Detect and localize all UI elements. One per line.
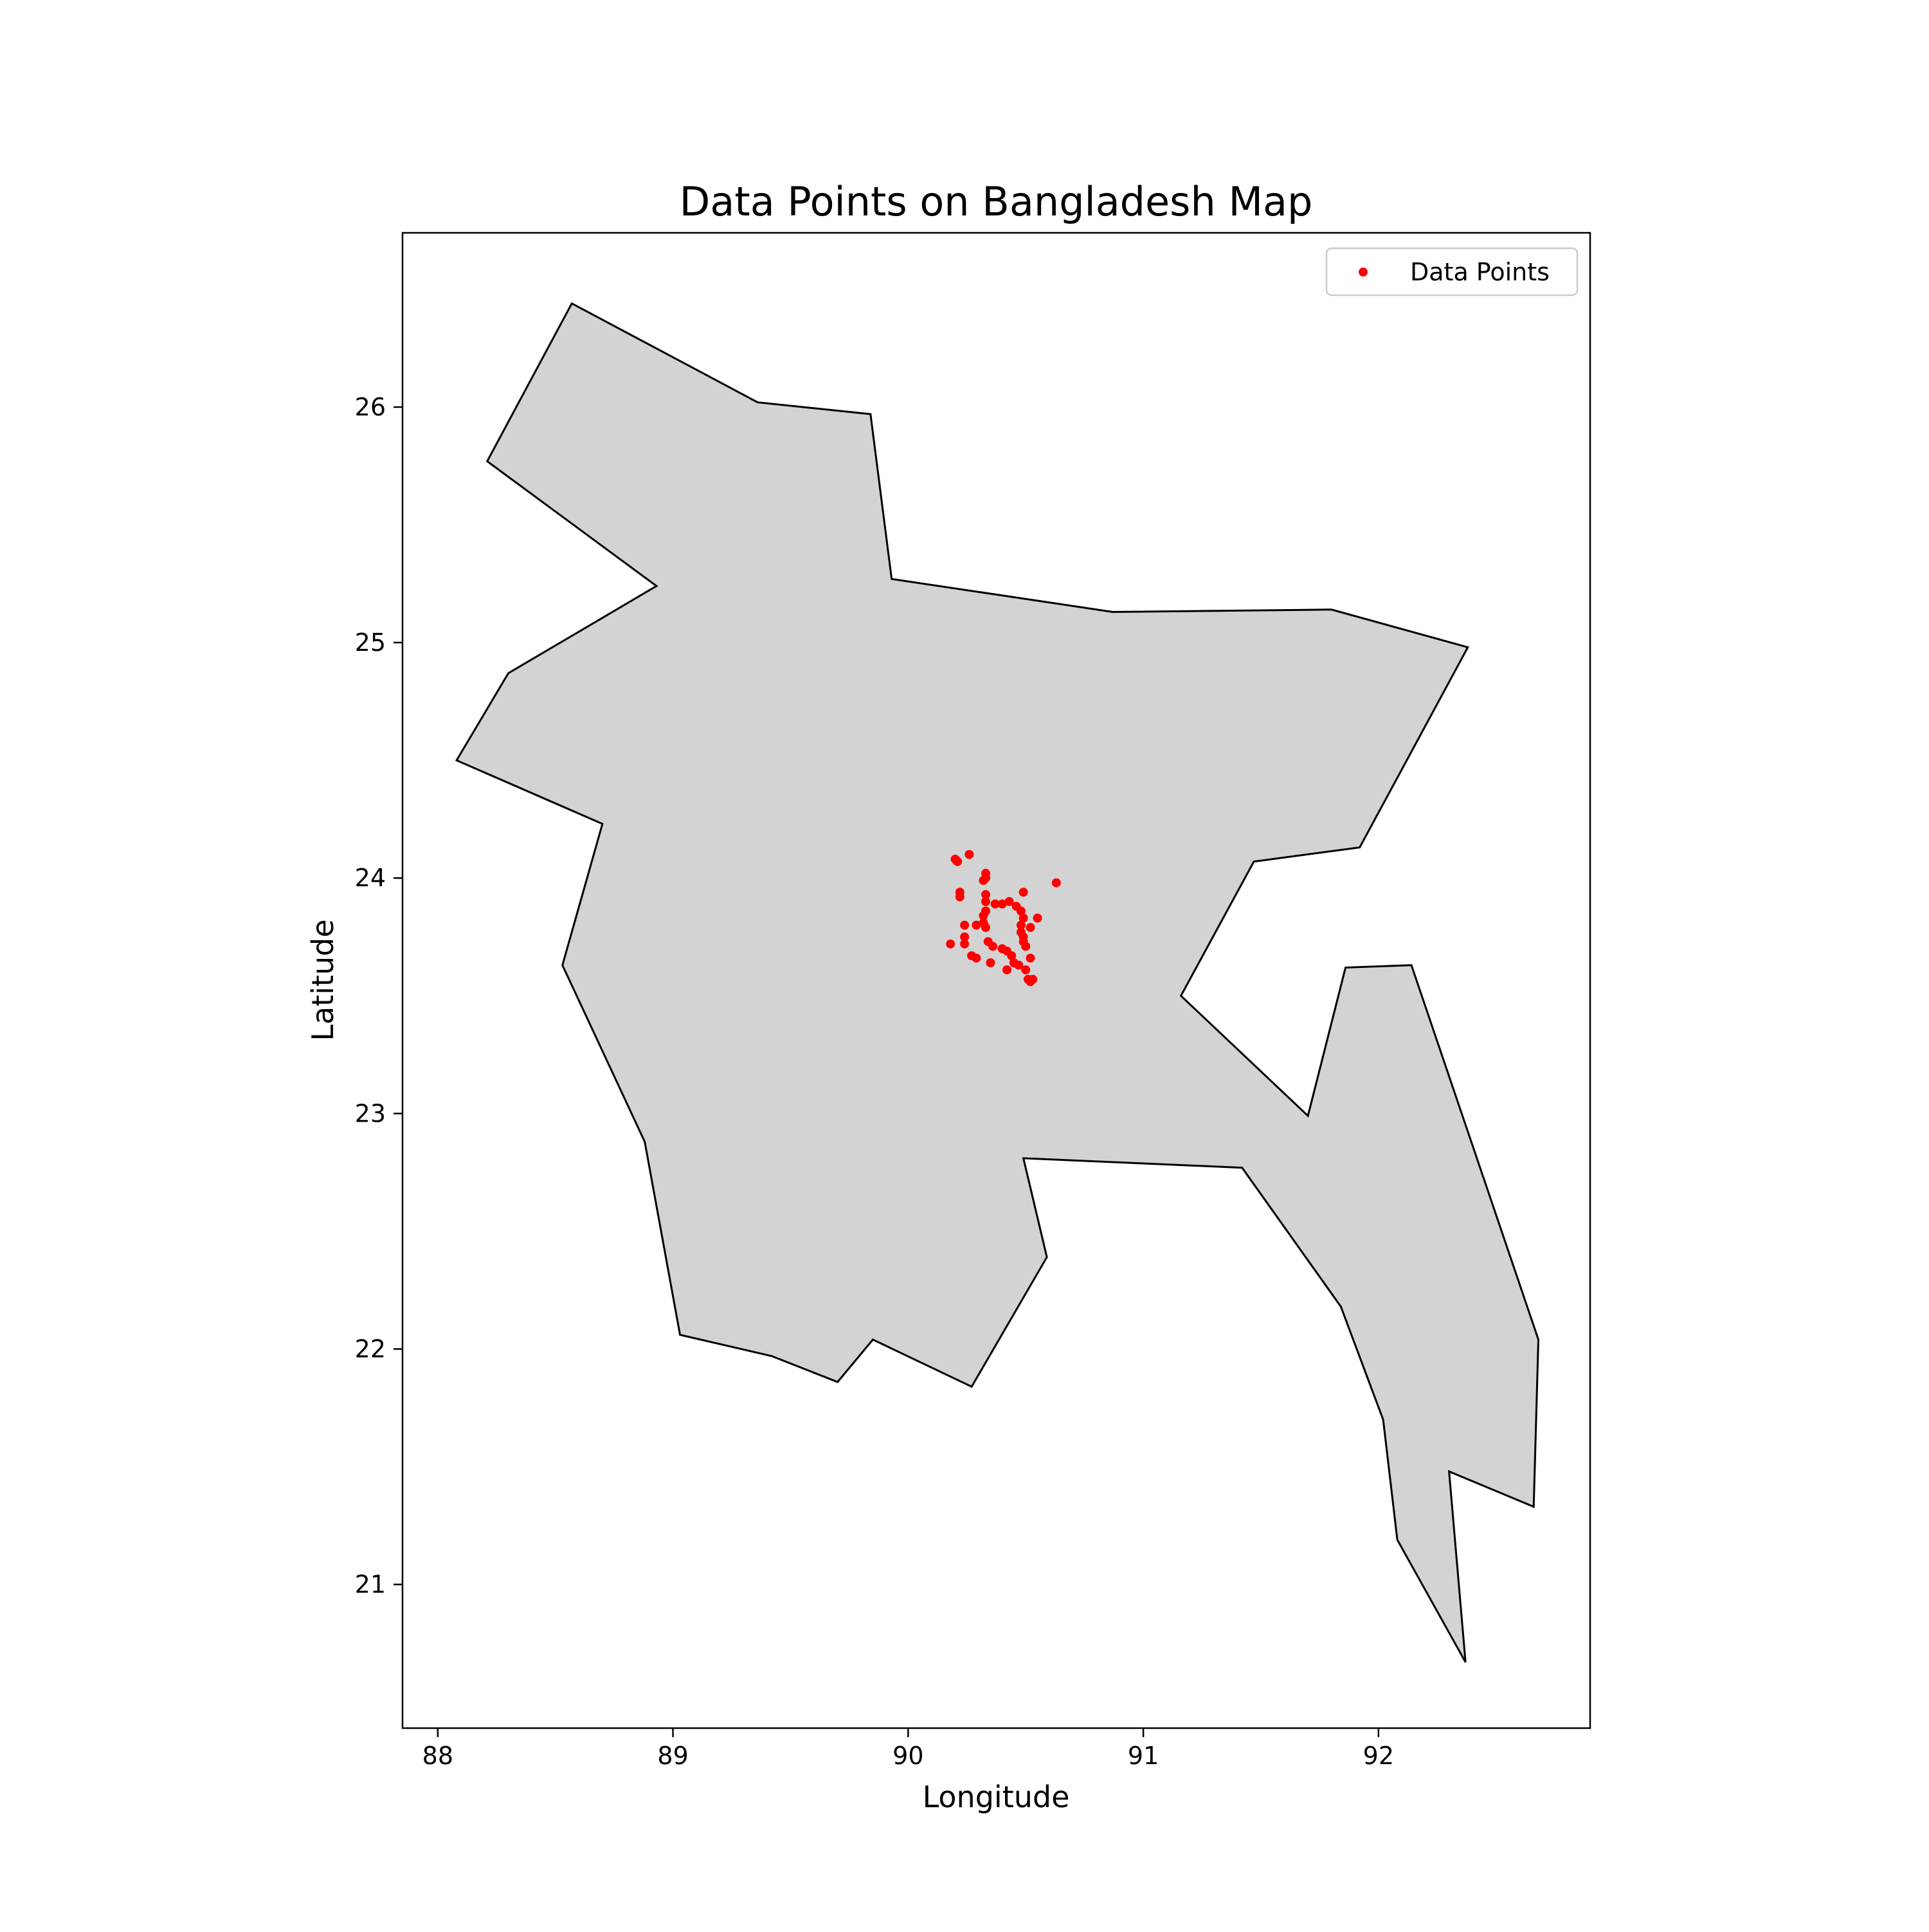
y-tick-label: 22 bbox=[355, 1335, 386, 1363]
data-point bbox=[972, 953, 981, 963]
data-point bbox=[981, 897, 990, 906]
data-point bbox=[1028, 974, 1038, 984]
data-point bbox=[960, 939, 970, 949]
x-tick-label: 92 bbox=[1363, 1742, 1394, 1770]
plot-frame bbox=[401, 232, 1591, 1729]
data-point bbox=[1004, 897, 1014, 906]
y-tick-label: 23 bbox=[355, 1099, 386, 1127]
data-point bbox=[997, 899, 1007, 909]
data-point bbox=[1026, 923, 1035, 933]
y-tick-label: 24 bbox=[355, 864, 386, 892]
data-point bbox=[1002, 965, 1011, 974]
data-point bbox=[960, 932, 970, 942]
data-point bbox=[960, 920, 970, 930]
map-layer bbox=[455, 302, 1540, 1663]
data-point bbox=[1019, 913, 1028, 923]
data-point bbox=[1019, 888, 1028, 897]
y-tick-label: 25 bbox=[355, 628, 386, 657]
data-point bbox=[988, 942, 997, 951]
x-tick-label: 88 bbox=[422, 1742, 453, 1770]
data-point bbox=[979, 875, 988, 885]
x-tick-label: 90 bbox=[892, 1742, 923, 1770]
data-point bbox=[946, 939, 955, 949]
points-layer bbox=[946, 850, 1061, 987]
data-point bbox=[1051, 878, 1061, 888]
data-point bbox=[972, 920, 981, 930]
data-point bbox=[1021, 965, 1031, 974]
data-point bbox=[955, 892, 964, 902]
country-boundary bbox=[455, 302, 1540, 1663]
legend-marker bbox=[1359, 268, 1368, 277]
data-point bbox=[981, 889, 990, 899]
y-axis-label: Latitude bbox=[305, 919, 340, 1041]
legend-frame bbox=[1325, 247, 1579, 296]
data-point bbox=[990, 899, 1000, 909]
data-point bbox=[1016, 920, 1026, 930]
data-point bbox=[1007, 951, 1017, 961]
legend: Data Points bbox=[1325, 247, 1579, 296]
x-tick-label: 91 bbox=[1128, 1742, 1159, 1770]
data-point bbox=[1026, 953, 1035, 963]
legend-entry: Data Points bbox=[1410, 258, 1550, 286]
data-point bbox=[1016, 906, 1026, 916]
y-tick-label: 21 bbox=[355, 1571, 386, 1599]
data-point bbox=[981, 923, 990, 933]
x-tick-label: 89 bbox=[657, 1742, 688, 1770]
chart-title: Data Points on Bangladesh Map bbox=[680, 178, 1313, 225]
data-point bbox=[953, 857, 963, 866]
data-point bbox=[986, 958, 995, 967]
data-point bbox=[979, 911, 988, 920]
x-axis-ticks: 88 89 90 91 92 bbox=[422, 1728, 1394, 1770]
data-point bbox=[1014, 960, 1024, 970]
y-tick-label: 26 bbox=[355, 393, 386, 421]
x-axis-label: Longitude bbox=[923, 1780, 1070, 1814]
data-point bbox=[964, 850, 974, 859]
data-point bbox=[1033, 913, 1042, 923]
y-axis-ticks: 21 22 23 24 25 26 bbox=[355, 393, 403, 1599]
data-point bbox=[1021, 942, 1031, 951]
